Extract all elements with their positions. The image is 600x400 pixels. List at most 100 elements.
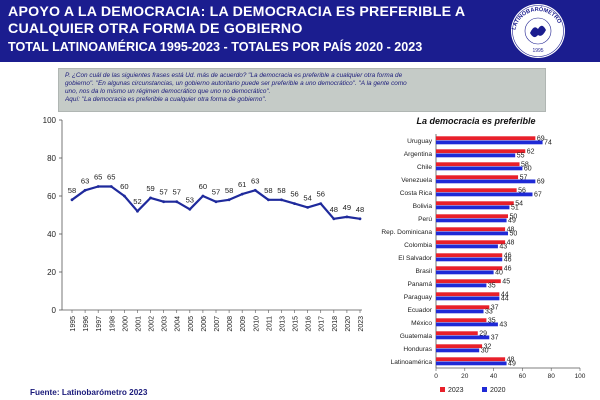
data-point bbox=[332, 217, 336, 221]
x-tick-label: 2018 bbox=[332, 316, 339, 332]
category-label: Brasil bbox=[416, 268, 433, 275]
bar-value-label: 43 bbox=[499, 322, 507, 329]
bar-2023 bbox=[436, 305, 490, 310]
data-label: 52 bbox=[133, 197, 141, 206]
bar-2020 bbox=[436, 309, 484, 314]
bar-2023 bbox=[436, 188, 517, 193]
bar-2023 bbox=[436, 266, 503, 271]
x-tick-label: 2010 bbox=[253, 316, 260, 332]
question-line: gobierno". "En algunas circunstancias, u… bbox=[65, 80, 407, 87]
data-label: 60 bbox=[120, 182, 128, 191]
bar-2023 bbox=[436, 175, 519, 180]
category-label: Guatemala bbox=[400, 333, 433, 340]
x-tick-label: 2011 bbox=[266, 316, 273, 331]
x-tick-label: 20 bbox=[461, 373, 469, 380]
bar-value-label: 69 bbox=[537, 179, 545, 186]
data-label: 48 bbox=[330, 205, 338, 214]
data-label: 57 bbox=[159, 188, 167, 197]
bar-value-label: 35 bbox=[488, 283, 496, 290]
bar-2023 bbox=[436, 279, 501, 284]
category-label: Honduras bbox=[403, 346, 432, 353]
latinobarometro-logo: LATINOBARÓMETRO 1995 bbox=[511, 4, 565, 58]
bar-value-label: 44 bbox=[501, 296, 509, 303]
x-tick-label: 100 bbox=[575, 373, 586, 380]
x-tick-label: 40 bbox=[490, 373, 498, 380]
category-label: Chile bbox=[417, 164, 432, 171]
bar-value-label: 50 bbox=[510, 214, 518, 221]
bar-value-label: 30 bbox=[481, 348, 489, 355]
category-label: Paraguay bbox=[404, 294, 433, 301]
bar-2023 bbox=[436, 162, 520, 167]
data-label: 60 bbox=[199, 182, 207, 191]
data-point bbox=[293, 202, 296, 206]
x-tick-label: 1998 bbox=[109, 316, 116, 332]
bar-2023 bbox=[436, 318, 487, 323]
data-label: 56 bbox=[317, 190, 325, 199]
y-tick-label: 80 bbox=[47, 154, 56, 163]
legend-label: 2023 bbox=[448, 387, 464, 394]
bar-2023 bbox=[436, 253, 503, 258]
data-label: 53 bbox=[186, 195, 194, 204]
bar-value-label: 37 bbox=[491, 305, 499, 312]
bar-value-label: 37 bbox=[491, 335, 499, 342]
bar-value-label: 48 bbox=[507, 240, 515, 247]
x-tick-label: 80 bbox=[548, 373, 556, 380]
bar-2023 bbox=[436, 240, 506, 245]
data-point bbox=[96, 185, 100, 188]
bar-2020 bbox=[436, 244, 498, 249]
bar-value-label: 29 bbox=[479, 331, 487, 338]
bar-2020 bbox=[436, 166, 523, 171]
bar-value-label: 49 bbox=[508, 361, 516, 368]
data-label: 61 bbox=[238, 180, 246, 189]
data-point bbox=[122, 194, 126, 198]
source-note: Fuente: Latinobarómetro 2023 bbox=[30, 388, 148, 397]
bar-value-label: 62 bbox=[527, 149, 535, 156]
bar-2020 bbox=[436, 270, 494, 275]
category-label: Rep. Dominicana bbox=[381, 229, 432, 236]
bar-value-label: 48 bbox=[507, 227, 515, 234]
question-line: P. ¿Con cuál de las siguientes frases es… bbox=[65, 72, 403, 79]
x-tick-label: 2015 bbox=[293, 316, 300, 332]
bar-2023 bbox=[436, 136, 536, 141]
category-label: Costa Rica bbox=[400, 190, 433, 197]
x-tick-label: 2007 bbox=[214, 316, 221, 332]
question-box: P. ¿Con cuál de las siguientes frases es… bbox=[58, 68, 546, 112]
data-label: 54 bbox=[303, 193, 311, 202]
bar-value-label: 46 bbox=[504, 266, 512, 273]
category-label: Uruguay bbox=[407, 138, 433, 145]
bar-value-label: 69 bbox=[537, 136, 545, 143]
x-tick-label: 2004 bbox=[175, 316, 182, 332]
y-tick-label: 40 bbox=[47, 230, 56, 239]
x-tick-label: 0 bbox=[434, 373, 438, 380]
data-label: 59 bbox=[146, 184, 154, 193]
data-label: 57 bbox=[173, 188, 181, 197]
data-point bbox=[214, 200, 218, 204]
bar-value-label: 67 bbox=[534, 192, 542, 199]
category-label: Panamá bbox=[407, 281, 432, 288]
data-point bbox=[358, 217, 362, 221]
data-label: 57 bbox=[212, 188, 220, 197]
bar-value-label: 46 bbox=[504, 257, 512, 264]
data-point bbox=[201, 194, 205, 198]
bar-value-label: 40 bbox=[495, 270, 503, 277]
bar-2023 bbox=[436, 201, 514, 206]
bar-value-label: 51 bbox=[511, 205, 519, 212]
bar-2020 bbox=[436, 322, 498, 327]
data-label: 58 bbox=[68, 186, 76, 195]
bar-2023 bbox=[436, 344, 483, 349]
bar-2020 bbox=[436, 218, 507, 223]
subtitle: TOTAL LATINOAMÉRICA 1995-2023 - TOTALES … bbox=[8, 40, 423, 54]
bar-2023 bbox=[436, 214, 508, 219]
bar-value-label: 32 bbox=[484, 344, 492, 351]
data-label: 49 bbox=[343, 203, 351, 212]
category-label: Latinoamérica bbox=[391, 359, 433, 366]
category-label: Perú bbox=[418, 216, 432, 223]
x-tick-label: 2023 bbox=[358, 316, 365, 332]
bar-2020 bbox=[436, 153, 516, 158]
x-tick-label: 1995 bbox=[70, 316, 77, 332]
bar-2020 bbox=[436, 257, 503, 262]
bar-value-label: 60 bbox=[524, 166, 532, 173]
logo-year: 1995 bbox=[532, 48, 543, 54]
x-tick-label: 2016 bbox=[306, 316, 313, 332]
